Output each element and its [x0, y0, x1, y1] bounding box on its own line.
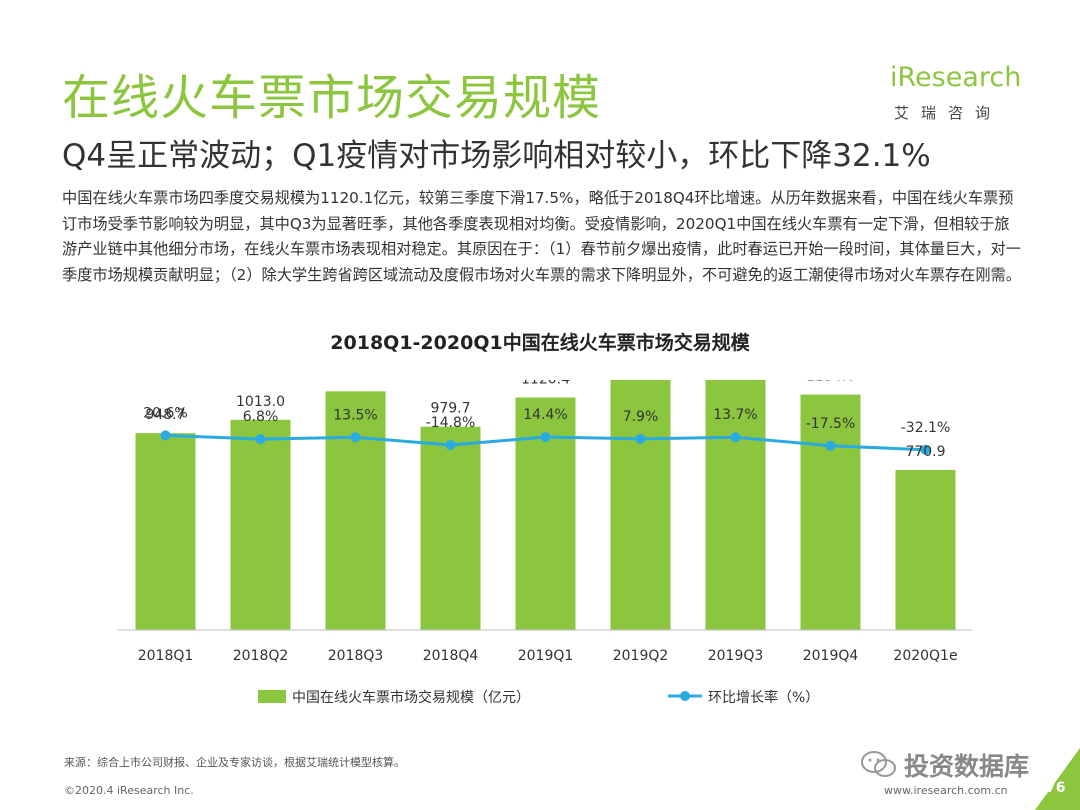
growth-rate-label: -32.1% [901, 420, 951, 436]
growth-rate-point [350, 432, 361, 443]
bar-2018Q2 [230, 419, 291, 630]
legend-bar-label: 中国在线火车票市场交易规模（亿元） [292, 689, 530, 706]
chart-title: 2018Q1-2020Q1中国在线火车票市场交易规模 [330, 332, 750, 354]
growth-rate-point [730, 432, 741, 443]
logo-word: iResearch [890, 62, 1022, 93]
growth-rate-point [160, 430, 171, 441]
labels-layer: 948.720.6% 1013.06.8% 1150.1 13.5% 979.7-14.… [143, 380, 950, 460]
growth-rate-label: 13.5% [333, 407, 377, 423]
legend-line-marker [680, 691, 690, 701]
bar-value-label: 1150.1 [331, 380, 380, 381]
legend-line-label: 环比增长率（%） [708, 689, 819, 706]
growth-rate-point [635, 433, 646, 444]
legend-bar-swatch [258, 690, 286, 703]
bar-value-label: 979.7 [430, 401, 470, 417]
bar-value-label: 1120.4 [521, 380, 570, 388]
bar-2019Q2 [610, 380, 671, 630]
growth-rate-label: 7.9% [623, 409, 659, 425]
growth-rate-label: 14.4% [523, 407, 567, 423]
bar-2019Q4 [800, 394, 861, 630]
corner-decoration [1035, 748, 1080, 810]
page-number: 76 [1046, 780, 1066, 796]
x-tick-label: 2018Q1 [138, 648, 194, 664]
bars-layer [135, 380, 956, 630]
x-tick-label: 2020Q1e [893, 648, 957, 664]
bar-2018Q4 [420, 426, 481, 630]
growth-rate-point [445, 440, 456, 451]
x-tick-labels: 2018Q1 2018Q2 2018Q3 2018Q4 2019Q1 2019Q2 2019… [138, 648, 958, 664]
growth-rate-label: 20.6% [143, 405, 187, 421]
chart-legend: 中国在线火车票市场交易规模（亿元） 环比增长率（%） [258, 689, 819, 706]
page-title: 在线火车票市场交易规模 [62, 70, 602, 126]
copyright: ©2020.4 iResearch Inc. [64, 784, 194, 797]
x-tick-label: 2019Q3 [708, 648, 764, 664]
x-tick-label: 2018Q2 [233, 648, 289, 664]
iresearch-logo: iResearch 艾瑞咨询 [890, 62, 1030, 122]
x-tick-label: 2019Q4 [803, 648, 859, 664]
line-layer [160, 430, 931, 455]
market-size-chart: 948.720.6% 1013.06.8% 1150.1 13.5% 979.7-14.… [118, 380, 972, 706]
x-tick-label: 2019Q1 [518, 648, 574, 664]
bar-2019Q3 [705, 380, 766, 630]
website-link[interactable]: www.iresearch.com.cn [884, 784, 1008, 797]
wechat-icon [861, 751, 896, 777]
watermark: 投资数据库 [860, 748, 1029, 782]
growth-rate-point [255, 434, 266, 445]
x-tick-label: 2018Q4 [423, 648, 479, 664]
growth-rate-label: 6.8% [243, 409, 279, 425]
logo-cn-text: 艾瑞咨询 [894, 104, 1003, 122]
source-note: 来源：综合上市公司财报、企业及专家访谈，根据艾瑞统计模型核算。 [64, 756, 405, 769]
growth-rate-point [920, 444, 931, 455]
bar-value-label: 948.7 [145, 407, 185, 423]
bar-value-label: 770.9 [905, 444, 945, 460]
growth-rate-label: -17.5% [806, 416, 856, 432]
bar-2020Q1e [895, 470, 956, 630]
growth-rate-point [825, 440, 836, 451]
page-subtitle: Q4呈正常波动；Q1疫情对市场影响相对较小，环比下降32.1% [62, 138, 931, 174]
description-paragraph: 中国在线火车票市场四季度交易规模为1120.1亿元，较第三季度下滑17.5%，略… [62, 189, 1021, 284]
x-tick-label: 2019Q2 [613, 648, 669, 664]
bar-value-label: 1134.6 [806, 380, 855, 385]
watermark-text: 投资数据库 [904, 752, 1030, 781]
growth-rate-label: 13.7% [713, 407, 757, 423]
bar-2018Q1 [135, 433, 196, 630]
growth-rate-point [540, 432, 551, 443]
growth-rate-label: -14.8% [426, 415, 476, 431]
x-tick-label: 2018Q3 [328, 648, 384, 664]
bar-2018Q3 [325, 391, 386, 630]
bar-value-label: 1013.0 [236, 394, 285, 410]
